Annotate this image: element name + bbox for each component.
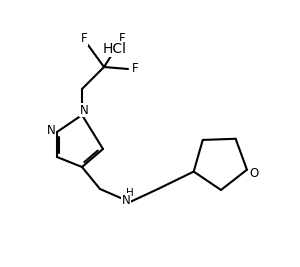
Text: N: N (80, 104, 88, 116)
Text: F: F (81, 33, 87, 45)
Text: N: N (46, 124, 56, 136)
Text: H: H (126, 188, 134, 198)
Text: N: N (122, 194, 130, 206)
Text: HCl: HCl (103, 42, 127, 56)
Text: F: F (132, 62, 138, 76)
Text: F: F (119, 33, 125, 45)
Text: O: O (249, 167, 259, 180)
